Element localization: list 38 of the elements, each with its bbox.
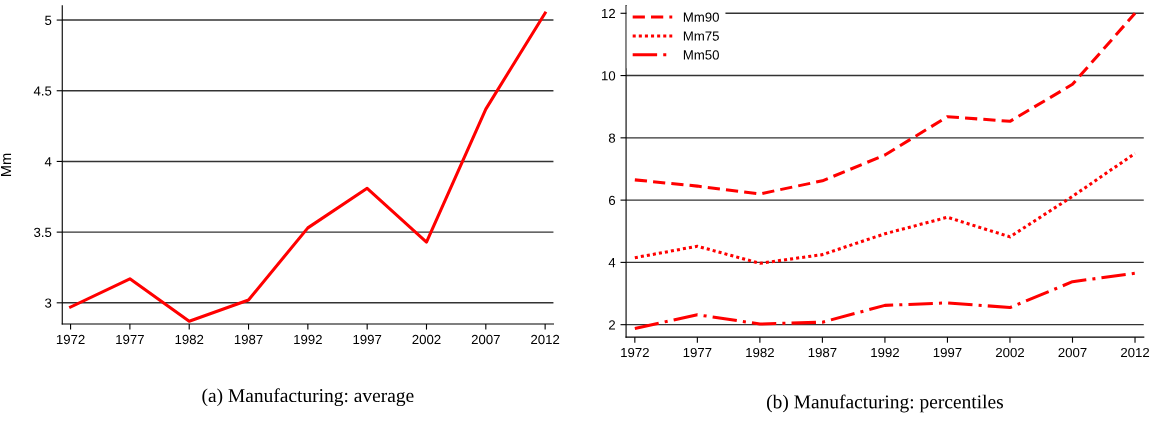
x-tick-label: 2002 [412,334,441,345]
line-series [633,11,1137,196]
x-tick-label: 2012 [1121,347,1150,358]
x-tick-label: 1997 [353,334,382,345]
y-tick-label: 4.5 [33,86,52,96]
y-tick-label: 4 [608,258,616,268]
x-tick-label: 1977 [116,334,144,345]
text: (a) Manufacturing: average [202,388,414,407]
y-tick-label: 3.5 [34,227,52,238]
y-tick-label: 4 [44,157,52,167]
y-tick-label: 8 [608,133,616,143]
y-tick-label: 6 [609,195,616,206]
text: (b) Manufacturing: percentiles [767,394,1003,413]
y-tick-label: 2 [608,320,615,330]
legend-label: Mm75 [683,31,719,41]
y-tick-label: 10 [601,71,616,81]
x-tick-label: 2002 [995,347,1024,358]
x-tick-label: 1972 [621,347,649,358]
x-tick-label: 1992 [294,334,322,345]
legend-label: Mm90 [683,12,719,22]
line-series [633,271,1137,330]
legend-label: Mm50 [683,50,719,60]
y-tick-label: 3 [45,298,52,308]
x-tick-label: 2007 [1058,347,1087,358]
x-tick-label: 2007 [471,334,500,345]
x-tick-label: 1987 [234,334,263,345]
x-tick-label: 1997 [933,347,962,358]
x-tick-label: 1977 [683,347,712,358]
y-tick-label: 5 [45,15,52,25]
x-tick-label: 1992 [871,347,899,358]
x-tick-label: 1972 [56,334,85,345]
x-tick-label: 1982 [746,347,774,358]
y-tick-label: 12 [601,8,615,19]
x-tick-label: 2012 [531,334,560,345]
x-tick-label: 1982 [175,334,204,345]
y-axis-title: Mm [1,153,12,176]
line-series [69,11,547,323]
x-tick-label: 1987 [808,347,837,358]
